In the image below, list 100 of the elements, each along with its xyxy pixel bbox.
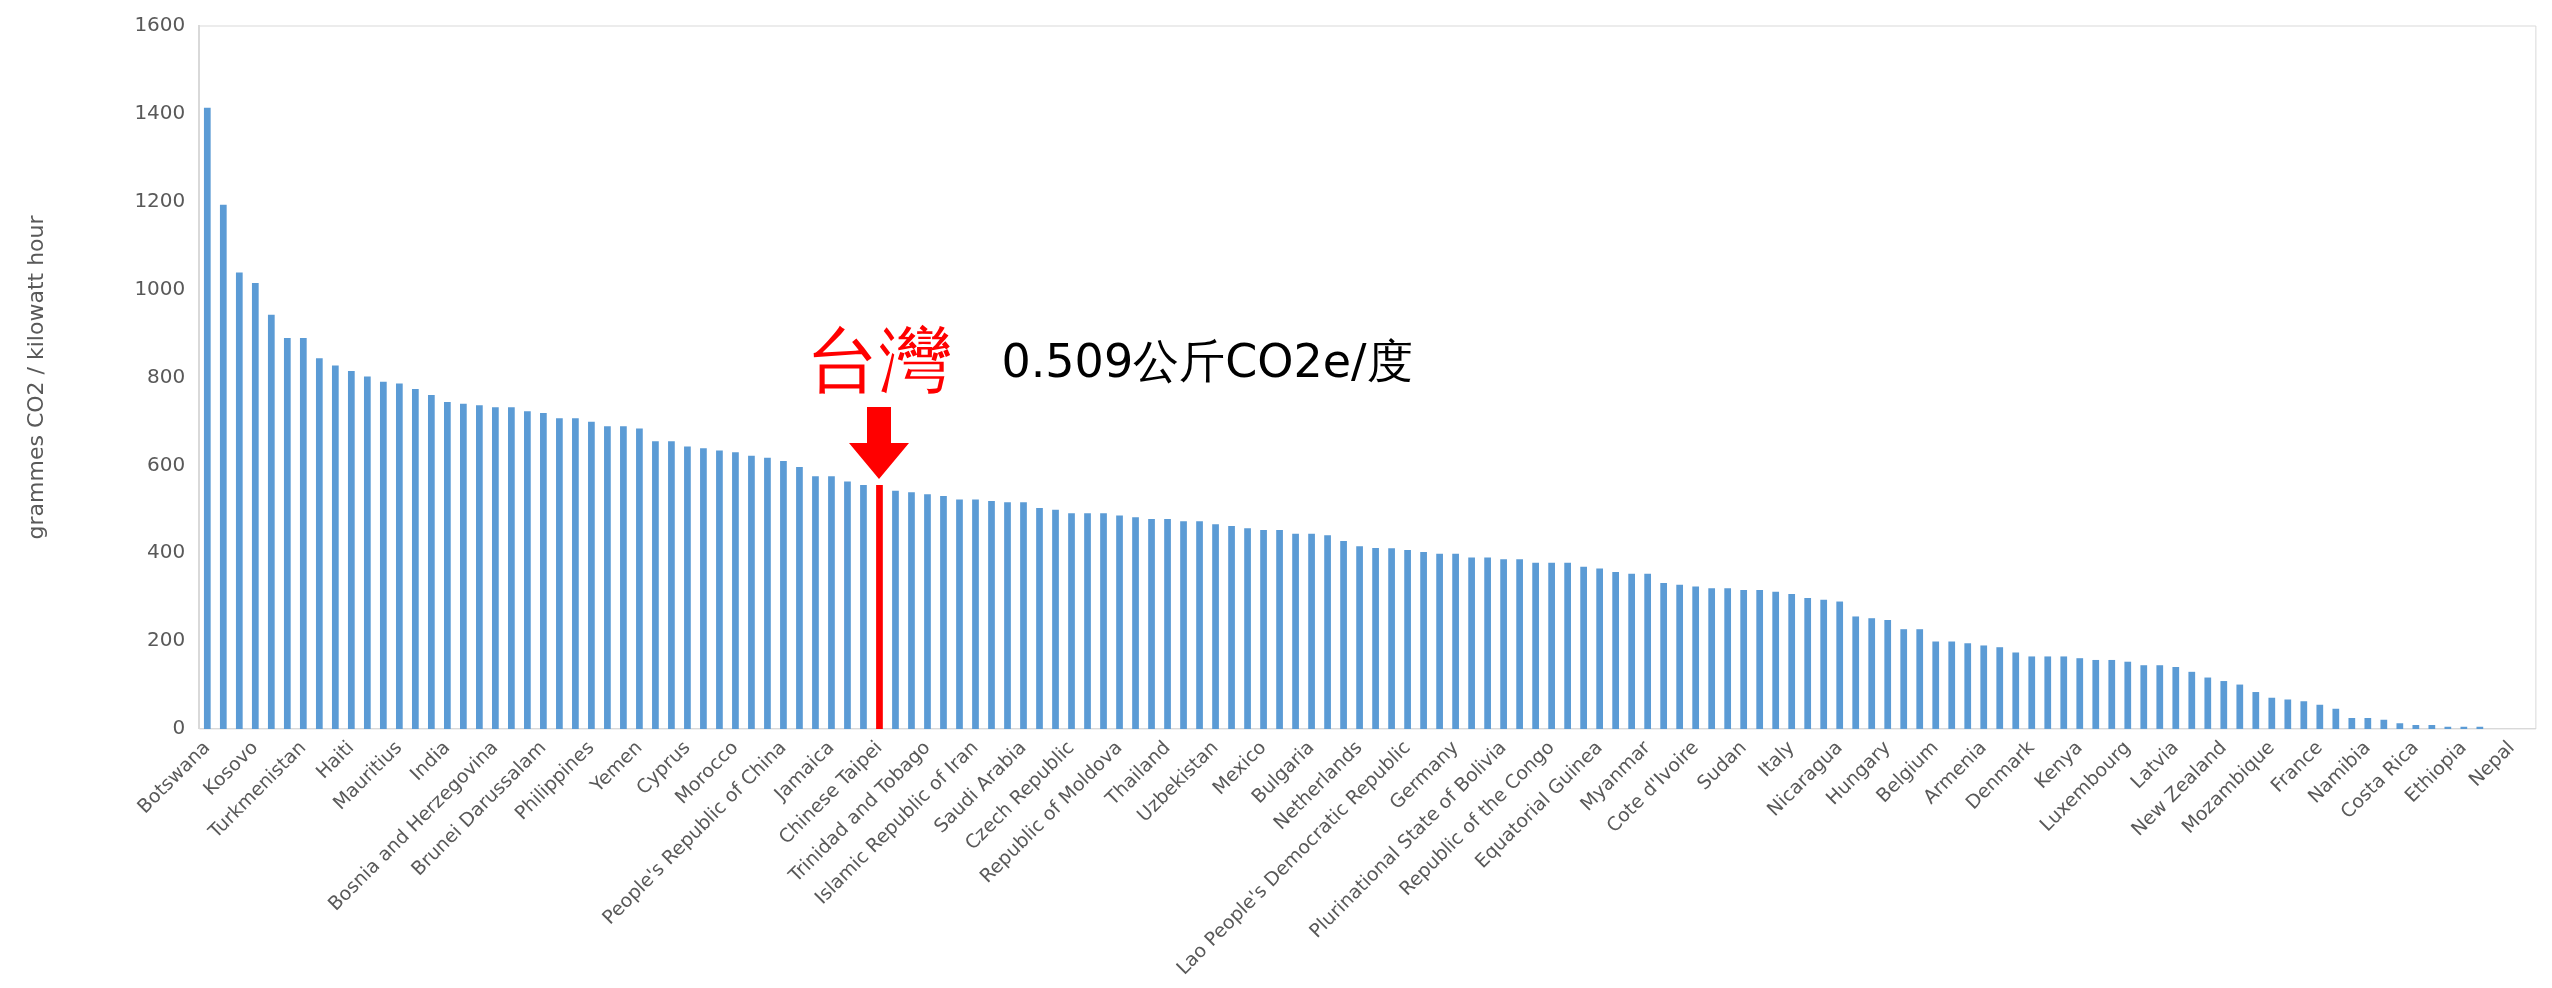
bar xyxy=(427,395,435,729)
bar xyxy=(572,418,579,729)
bar xyxy=(1836,601,1844,729)
bar xyxy=(684,446,691,729)
bar xyxy=(780,460,787,729)
bar xyxy=(2252,692,2260,729)
bar xyxy=(1692,586,1700,729)
bar xyxy=(2284,699,2292,729)
y-tick-label: 1600 xyxy=(134,12,186,37)
y-tick-label: 1400 xyxy=(134,100,186,125)
bar xyxy=(524,411,531,729)
bar xyxy=(363,376,371,729)
bar xyxy=(1820,599,1828,729)
bar xyxy=(2332,708,2340,729)
bar xyxy=(1612,572,1619,729)
bar xyxy=(1916,629,1924,729)
bar xyxy=(1196,521,1203,729)
bar xyxy=(2364,717,2372,729)
bar xyxy=(1644,573,1652,729)
bar xyxy=(1388,548,1395,729)
bar xyxy=(2156,665,2164,729)
bar xyxy=(1756,590,1764,729)
bar xyxy=(908,492,915,729)
bar xyxy=(1164,518,1171,729)
bar xyxy=(1212,524,1219,729)
bar xyxy=(1596,568,1603,729)
bar xyxy=(1052,509,1059,729)
bar xyxy=(1532,562,1539,729)
bar xyxy=(604,426,611,729)
bar xyxy=(652,441,659,729)
bar xyxy=(1564,562,1571,729)
bar xyxy=(1740,590,1748,729)
bar xyxy=(876,485,883,729)
bar xyxy=(540,413,547,729)
bar xyxy=(1468,557,1475,729)
bar xyxy=(620,426,627,729)
bar xyxy=(2444,726,2452,729)
bar xyxy=(1660,583,1668,729)
y-axis-title: grammes CO2 / kilowatt hour xyxy=(22,214,48,540)
bar xyxy=(1884,619,1892,729)
bar xyxy=(924,494,931,729)
bar xyxy=(1420,551,1427,729)
bar xyxy=(556,418,563,729)
bar xyxy=(892,490,899,729)
bar xyxy=(2428,724,2436,729)
bar xyxy=(2348,717,2356,729)
bar xyxy=(2060,656,2068,729)
bar xyxy=(2076,658,2084,729)
y-tick-label: 400 xyxy=(147,539,186,564)
bar xyxy=(251,283,259,729)
bar xyxy=(1548,562,1555,729)
bar xyxy=(1292,533,1299,729)
bar xyxy=(1804,598,1812,729)
bar xyxy=(2460,726,2468,729)
bar xyxy=(444,402,451,729)
bar xyxy=(1932,641,1940,729)
bar xyxy=(1148,518,1155,729)
bar xyxy=(1308,533,1315,729)
bar xyxy=(1340,540,1347,729)
bar xyxy=(2028,656,2036,729)
bar xyxy=(331,365,339,729)
bar xyxy=(1260,529,1267,729)
bar xyxy=(1948,641,1956,729)
bar xyxy=(1452,553,1459,729)
bar xyxy=(460,403,467,729)
bar xyxy=(203,107,211,729)
bar xyxy=(1324,535,1331,729)
bar xyxy=(1132,517,1139,729)
bar xyxy=(235,272,243,729)
bar xyxy=(748,455,755,729)
bar xyxy=(972,499,979,729)
bar xyxy=(1788,594,1796,729)
y-tick-label: 0 xyxy=(172,715,186,740)
bar xyxy=(1676,584,1684,729)
bar xyxy=(2124,661,2132,729)
bar xyxy=(2268,697,2276,729)
bar xyxy=(1228,525,1235,729)
bar xyxy=(2188,671,2196,729)
bar xyxy=(267,314,275,729)
bar xyxy=(812,476,819,729)
bar xyxy=(1244,528,1251,729)
bar xyxy=(2236,684,2244,729)
bar xyxy=(1484,557,1491,729)
bar xyxy=(940,496,947,729)
bar xyxy=(956,499,963,729)
bar xyxy=(1628,573,1636,729)
bar xyxy=(1020,502,1027,729)
bar xyxy=(1276,529,1283,729)
bar xyxy=(2172,666,2180,729)
bar xyxy=(2412,724,2420,729)
y-tick-label: 1200 xyxy=(134,187,186,212)
bar xyxy=(283,337,291,729)
bar xyxy=(219,204,227,729)
bar xyxy=(2300,701,2308,729)
bar xyxy=(844,481,851,729)
bar xyxy=(1724,588,1732,729)
bar xyxy=(1436,553,1443,729)
bar xyxy=(2380,719,2388,729)
bar xyxy=(1708,588,1716,729)
bar xyxy=(1996,647,2004,729)
